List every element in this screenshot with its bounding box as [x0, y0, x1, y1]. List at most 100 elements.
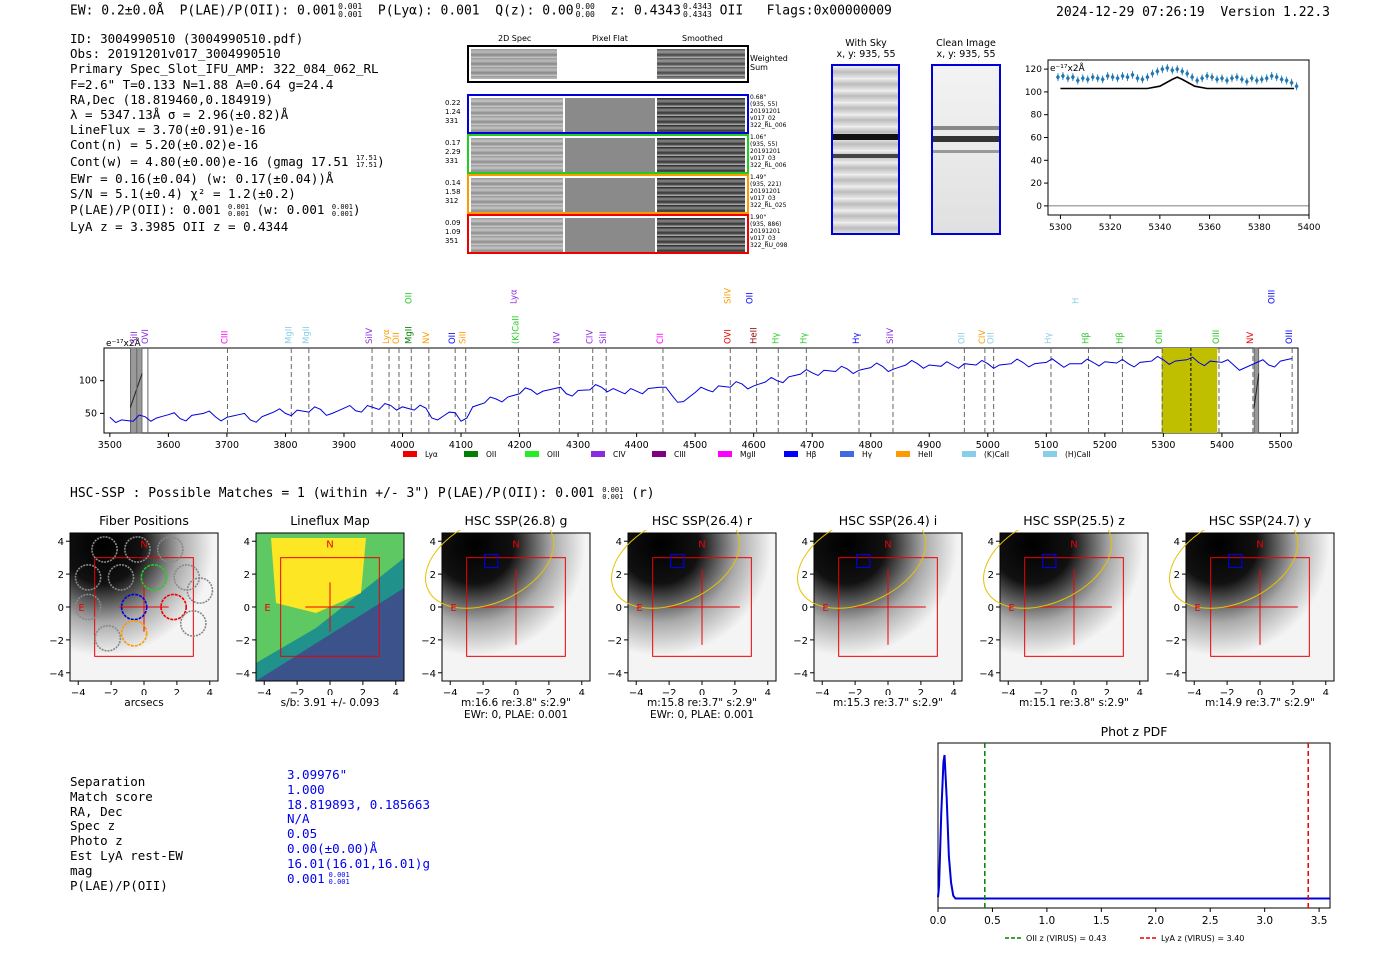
- cutout-stat: 0.22: [445, 99, 461, 107]
- zoom-model-line: [1060, 76, 1295, 90]
- photz-legend-label: LyA z (VIRUS) = 3.40: [1161, 934, 1244, 943]
- hsc-summary-sup: 0.001: [602, 485, 624, 494]
- zoom-xtick-label: 5360: [1198, 223, 1221, 233]
- with-sky-title: With Sky x, y: 935, 55: [831, 38, 901, 60]
- info-plae: P(LAE)/P(OII): 0.001: [70, 202, 221, 218]
- spectrum-line-label: NV: [552, 332, 562, 344]
- photz-xtick-label: 2.5: [1202, 915, 1219, 927]
- cutout-row-stats: 0.14 1.58 312: [445, 179, 461, 206]
- spectrum-legend-label: HeII: [918, 450, 933, 459]
- hsc-caption-line1: m:14.9 re:3.7" s:2.9": [1205, 697, 1315, 709]
- cutout-stat: 0.14: [445, 179, 461, 187]
- hsc-xtick-label: 0: [513, 688, 519, 695]
- hsc-xtick-label: 2: [918, 688, 924, 695]
- zoom-data-point: [1274, 74, 1279, 81]
- spectrum-legend-swatch: [525, 451, 539, 457]
- detection-info: ID: 3004990510 (3004990510.pdf) Obs: 201…: [70, 31, 385, 234]
- north-label: N: [1256, 540, 1263, 551]
- cutout-row-stats: 0.09 1.09 351: [445, 219, 461, 246]
- spectrum-line-label: (K)CaII: [511, 316, 521, 344]
- zoom-data-point: [1125, 74, 1130, 81]
- info-plae-w-end: ): [353, 202, 361, 218]
- hsc-panel-image: N E −4 −4 −2 −2 0 0 2 2 4 4: [1166, 530, 1335, 695]
- clean-image-title: Clean Image x, y: 935, 55: [931, 38, 1001, 60]
- zoom-data-point: [1269, 72, 1274, 79]
- header-qz-sup: 0.00: [575, 2, 595, 11]
- hsc-xtick-label: 4: [579, 688, 585, 695]
- cutout-stat: 0.17: [445, 139, 461, 147]
- hsc-xtick-label: 0: [699, 688, 705, 695]
- hsc-ytick-label: 2: [58, 570, 64, 581]
- cutout-row-stats: 0.22 1.24 331: [445, 99, 461, 126]
- cutout-row: [467, 94, 749, 134]
- match-value-row: 0.05: [287, 826, 430, 842]
- with-sky-label: With Sky: [845, 38, 887, 49]
- hsc-xtick-label: −2: [104, 688, 119, 695]
- hsc-xtick-label: 4: [951, 688, 957, 695]
- hsc-ytick-label: −4: [50, 669, 64, 680]
- cutout-meta: 20191201: [750, 108, 781, 115]
- spectrum-lines: SiII OVI CIII MgII MgII SiIV Lyα OII MgII NV OII Si…: [130, 288, 1295, 433]
- zoom-data-point: [1070, 74, 1075, 81]
- hsc-xtick-label: 4: [1323, 688, 1329, 695]
- spectrum-legend-swatch: [403, 451, 417, 457]
- spectrum-legend-label: OIII: [547, 450, 560, 459]
- cutout-meta: 322_RL_006: [750, 162, 787, 169]
- hsc-caption-line1: m:16.6 re:3.8" s:2.9": [461, 697, 571, 709]
- clean-line-3: [933, 150, 999, 153]
- hsc-caption-line1: m:15.8 re:3.7" s:2.9": [647, 697, 757, 709]
- cutout-row-meta: 1.90" (935, 886) 20191201 v017_03 322_RU_098: [750, 214, 787, 249]
- spectrum-legend-swatch: [464, 451, 478, 457]
- cutout-meta: v017_03: [750, 235, 776, 242]
- spectrum-xtick-label: 4200: [507, 440, 531, 451]
- fiber-circle: [140, 564, 168, 591]
- cutout-smoothed: [657, 178, 745, 212]
- info-contn: Cont(n) = 5.20(±0.02)e-16: [70, 137, 259, 153]
- spectrum-xtick-label: 5100: [1034, 440, 1058, 451]
- spectrum-ticks: 3500 3600 3700 3800 3900 4000 4100 4200 4300 4400…: [79, 376, 1293, 451]
- spectrum-upper-label: Lyα: [510, 289, 520, 304]
- zoom-ytick-label: 100: [1025, 88, 1042, 98]
- hsc-ytick-label: 4: [58, 537, 64, 548]
- cutout-stat: 331: [445, 117, 459, 125]
- hsc-aperture-box: [838, 557, 938, 657]
- zoom-data-point: [1259, 76, 1264, 83]
- hsc-xtick-label: −2: [476, 688, 491, 695]
- zoom-data-point: [1229, 75, 1234, 82]
- zoom-data-point: [1175, 66, 1180, 73]
- photz-legend-label: OII z (VIRUS) = 0.43: [1026, 934, 1106, 943]
- zoom-xtick-label: 5400: [1298, 223, 1320, 233]
- hsc-aperture-box: [280, 557, 380, 657]
- cutout-meta: (935, 886): [750, 221, 782, 228]
- hsc-caption-line1: s/b: 3.91 +/- 0.093: [280, 697, 380, 709]
- hsc-source-ellipse: [1169, 530, 1299, 609]
- cutout-pixel-flat: [565, 218, 655, 252]
- east-label: E: [1008, 603, 1014, 614]
- photz-xtick-label: 2.0: [1147, 915, 1164, 927]
- spectrum-legend-label: Hγ: [862, 450, 873, 459]
- spectrum-xtick-label: 4000: [390, 440, 414, 451]
- zoom-xtick-label: 5340: [1148, 223, 1171, 233]
- photz-frame: [937, 742, 1331, 909]
- with-sky-image: [831, 64, 900, 235]
- spectrum-highlight-band: [1161, 348, 1218, 433]
- info-plae-sup: 0.001: [228, 202, 250, 211]
- spectrum-xtick-label: 4800: [859, 440, 883, 451]
- clean-line-1: [933, 126, 999, 130]
- header-plya: P(Lyα): 0.001: [377, 3, 480, 19]
- match-value-row: 0.001 0.001 0.001: [287, 871, 430, 887]
- match-value: 3.09976": [287, 767, 348, 782]
- hsc-xtick-label: 0: [1257, 688, 1263, 695]
- spectrum-xtick-label: 4600: [742, 440, 766, 451]
- match-values: 3.09976" 1.000 18.819893, 0.185663 N/A 0.05 0…: [287, 767, 430, 887]
- spectrum-legend-swatch: [784, 451, 798, 457]
- spectrum-line-label: SiII: [459, 331, 469, 344]
- hsc-source-ellipse: [797, 530, 927, 609]
- cutout-meta: 322_RL_006: [750, 122, 787, 129]
- spectrum-legend-swatch: [1043, 451, 1057, 457]
- full-spectrum-chart: e⁻¹⁷x2Å SiII OVI CIII MgII MgII SiIV Lyα OII MgI…: [79, 288, 1299, 459]
- match-label: Separation: [70, 774, 146, 789]
- fiber-circle: [186, 577, 214, 604]
- cutout-2d-spec: [471, 138, 563, 172]
- match-value: N/A: [287, 811, 310, 827]
